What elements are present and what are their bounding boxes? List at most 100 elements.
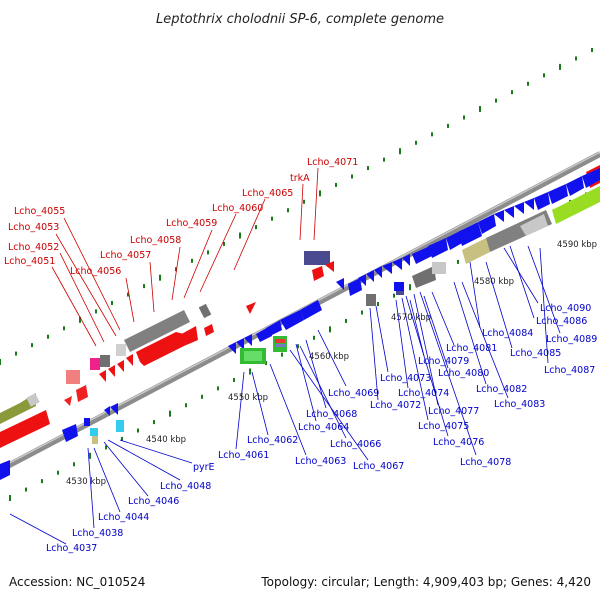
gene-label: Lcho_4046 (128, 496, 179, 507)
gene-feature (66, 370, 80, 384)
leader-line (509, 245, 535, 319)
tick-dot (329, 326, 331, 333)
gene-feature (275, 344, 285, 347)
gene-feature (300, 300, 322, 320)
gene-label: Lcho_4081 (446, 343, 497, 354)
leader-line (405, 295, 449, 437)
tick-dot (153, 420, 155, 425)
gene-feature (582, 168, 600, 188)
tick-dot (457, 259, 459, 264)
gene-feature (524, 198, 534, 210)
gene-label: Lcho_4044 (98, 512, 149, 523)
tick-dot (175, 267, 177, 272)
tick-dot (57, 470, 59, 475)
forward-labels: Lcho_4071 trkA Lcho_4065 Lcho_4060 Lcho_… (4, 157, 358, 277)
tick-dot (201, 394, 203, 399)
tick-dot (127, 292, 129, 297)
gene-label: Lcho_4052 (8, 242, 59, 253)
gene-feature (124, 310, 190, 352)
gene-feature (178, 326, 198, 346)
gene-label: Lcho_4082 (476, 384, 527, 395)
leader-line (419, 291, 477, 456)
gene-feature (412, 246, 432, 264)
gene-label: Lcho_4078 (460, 457, 511, 468)
leader-line (469, 261, 481, 329)
gene-feature (566, 176, 584, 196)
gene-feature (275, 339, 285, 343)
tick-label: 4550 kbp (228, 393, 268, 403)
tick-dot (431, 132, 433, 137)
leader-line (199, 213, 237, 293)
gene-label: Lcho_4038 (72, 528, 123, 539)
tick-dot (207, 250, 209, 255)
leader-line (59, 252, 105, 343)
gene-label: Lcho_4083 (494, 399, 545, 410)
leader-line (401, 297, 429, 421)
gene-feature (64, 396, 72, 406)
gene-label: Lcho_4086 (536, 316, 587, 327)
tick-dot (79, 316, 81, 323)
leader-line (423, 295, 449, 369)
gene-feature (99, 370, 106, 382)
leader-line (413, 293, 439, 406)
leader-line (119, 439, 193, 464)
gene-label: Lcho_4067 (353, 461, 404, 472)
tick-dot (415, 140, 417, 145)
leader-line (305, 339, 327, 409)
leader-line (103, 441, 149, 497)
tick-dot (31, 343, 33, 348)
tick-dot (111, 300, 113, 305)
tick-dot (383, 157, 385, 162)
tick-dot (169, 410, 171, 417)
leader-line (63, 217, 121, 331)
gene-feature (478, 214, 496, 234)
gene-feature (494, 210, 504, 222)
gene-label: trkA (290, 173, 310, 184)
leader-line (539, 247, 549, 364)
leader-line (375, 305, 389, 373)
gene-feature (396, 291, 404, 295)
gene-feature (280, 310, 304, 330)
tick-dot (463, 115, 465, 120)
leader-line (269, 363, 307, 456)
gene-feature (534, 192, 550, 210)
gene-feature (304, 251, 330, 265)
gene-label: Lcho_4061 (218, 450, 269, 461)
gene-feature (394, 282, 404, 291)
gene-feature (110, 403, 118, 415)
gene-label: Lcho_4076 (433, 437, 484, 448)
gene-feature (0, 460, 10, 480)
leader-line (431, 291, 455, 346)
leader-line (125, 277, 135, 323)
gene-label: Lcho_4068 (306, 409, 357, 420)
gene-feature (458, 222, 482, 246)
gene-feature (244, 351, 262, 361)
gene-label: Lcho_4075 (418, 421, 469, 432)
gene-feature (432, 262, 446, 274)
gene-label: Lcho_4055 (14, 206, 65, 217)
gene-label: pyrE (193, 462, 215, 473)
leader-line (107, 439, 181, 481)
leader-line (295, 343, 317, 422)
leader-line (369, 307, 379, 401)
tick-dot (559, 63, 561, 70)
gene-feature (428, 238, 448, 258)
gene-feature (116, 420, 124, 432)
leader-line (527, 245, 561, 334)
gene-feature (348, 278, 362, 296)
gene-label: Lcho_4071 (307, 157, 358, 168)
gene-feature (92, 436, 98, 444)
tick-dot (591, 48, 593, 53)
tick-label: 4530 kbp (66, 477, 106, 487)
gene-feature (548, 184, 568, 204)
gene-feature (366, 270, 374, 282)
tick-dot (345, 318, 347, 323)
tick-dot (377, 302, 379, 307)
tick-dot (25, 487, 27, 492)
tick-dot (399, 148, 401, 155)
tick-dot (335, 182, 337, 187)
gene-feature (312, 266, 324, 281)
gene-feature (366, 294, 376, 306)
gene-feature (412, 266, 436, 288)
